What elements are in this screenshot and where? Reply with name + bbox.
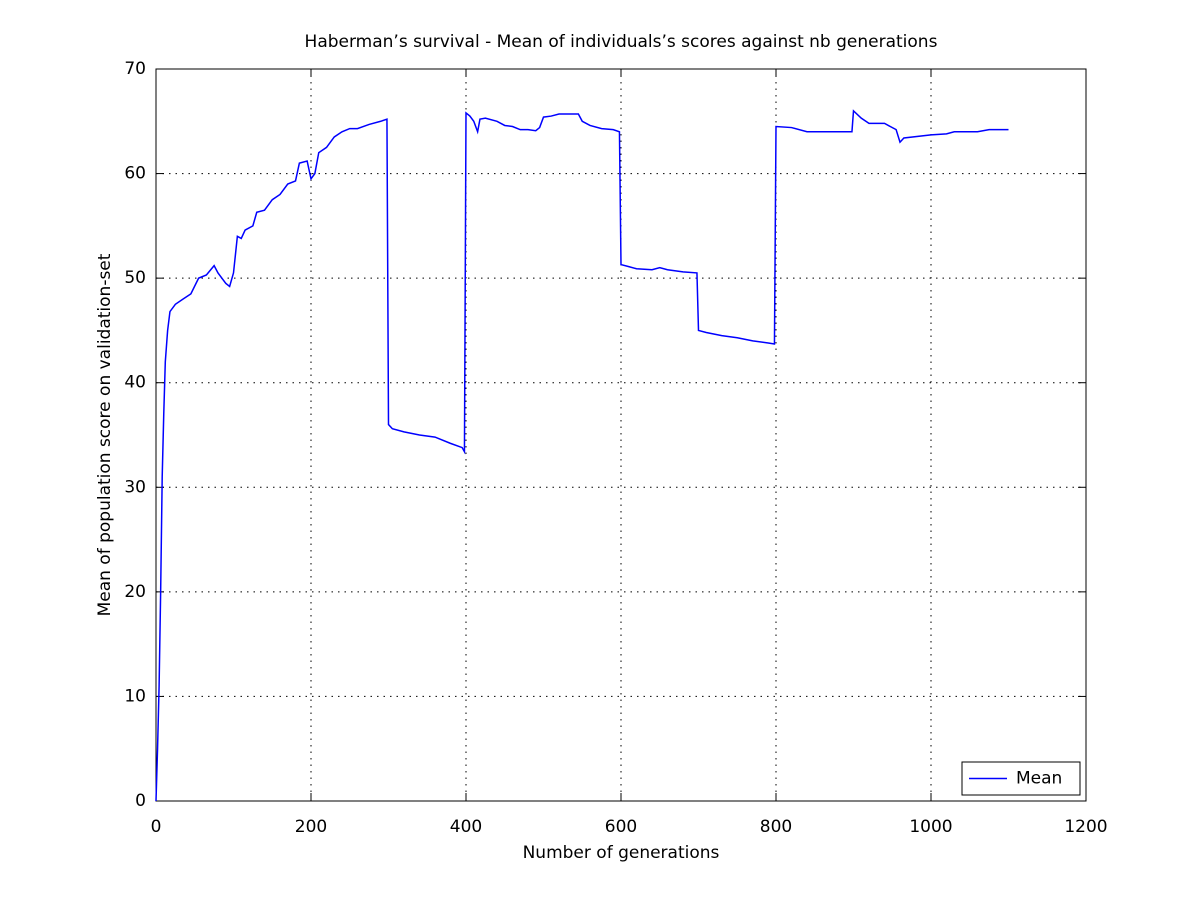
chart-title: Haberman’s survival - Mean of individual… bbox=[305, 32, 938, 52]
y-tick-label: 70 bbox=[124, 59, 146, 79]
y-tick-label: 30 bbox=[124, 477, 146, 497]
x-tick-label: 0 bbox=[151, 817, 162, 837]
data-line bbox=[155, 109, 1009, 802]
x-tick-label: 1200 bbox=[1064, 817, 1107, 837]
plot-frame bbox=[155, 68, 1087, 802]
y-tick-label: 40 bbox=[124, 373, 146, 393]
x-tick-label: 200 bbox=[295, 817, 327, 837]
y-axis-label: Mean of population score on validation-s… bbox=[95, 253, 115, 616]
x-tick-label: 400 bbox=[450, 817, 482, 837]
x-tick-label: 800 bbox=[760, 817, 792, 837]
y-tick-label: 20 bbox=[124, 582, 146, 602]
x-tick-label: 1000 bbox=[909, 817, 952, 837]
x-tick-label: 600 bbox=[605, 817, 637, 837]
x-axis-label: Number of generations bbox=[523, 843, 720, 863]
legend-label: Mean bbox=[1016, 769, 1062, 789]
y-tick-label: 50 bbox=[124, 268, 146, 288]
y-tick-label: 10 bbox=[124, 686, 146, 706]
y-tick-label: 60 bbox=[124, 164, 146, 184]
y-tick-label: 0 bbox=[135, 791, 146, 811]
